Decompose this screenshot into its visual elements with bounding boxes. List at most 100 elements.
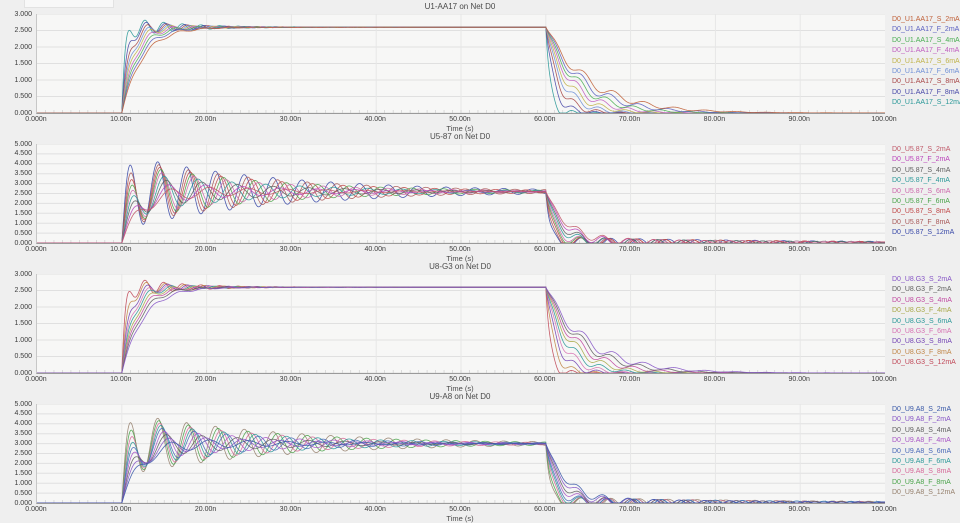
- y-tick-label: 3.000: [14, 10, 32, 18]
- waveform-trace[interactable]: [37, 184, 885, 243]
- legend-entry[interactable]: D0_U5.87_F_2mA: [892, 156, 950, 164]
- x-tick-label: 50.00n: [449, 506, 471, 513]
- chart-title: U1-AA17 on Net D0: [424, 2, 496, 11]
- y-tick-label: 1.000: [14, 336, 32, 344]
- waveform-svg: [37, 404, 885, 503]
- legend-entry[interactable]: D0_U9.A8_F_6mA: [892, 458, 951, 466]
- x-axis-title: Time (s): [446, 254, 474, 263]
- y-tick-label: 4.500: [14, 410, 32, 418]
- y-tick-label: 2.000: [14, 199, 32, 207]
- y-tick-label: 2.500: [14, 450, 32, 457]
- y-tick-label: 5.000: [14, 400, 32, 408]
- legend-entry[interactable]: D0_U8.G3_S_6mA: [892, 317, 952, 325]
- x-tick-label: 80.00n: [703, 116, 726, 123]
- y-tick-label: 4.000: [14, 420, 32, 428]
- legend-entry[interactable]: D0_U5.87_F_8mA: [892, 218, 950, 226]
- x-tick-label: 70.00n: [618, 246, 641, 253]
- x-tick-label: 90.00n: [788, 506, 810, 513]
- legend-entry[interactable]: D0_U9.A8_S_12mA: [892, 489, 956, 497]
- legend-entry[interactable]: D0_U5.87_F_4mA: [892, 177, 950, 185]
- legend-entry[interactable]: D0_U8.G3_S_4mA: [892, 296, 952, 304]
- legend-entry[interactable]: D0_U9.A8_S_2mA: [892, 406, 952, 413]
- y-tick-label: 1.500: [14, 469, 32, 477]
- plot-area[interactable]: [36, 404, 885, 504]
- legend-entry[interactable]: D0_U5.87_S_8mA: [892, 208, 951, 216]
- y-tick-label: 4.000: [14, 160, 32, 168]
- x-tick-label: 80.00n: [703, 506, 726, 513]
- plot-area[interactable]: [36, 274, 885, 374]
- x-tick-label: 10.00n: [110, 116, 132, 123]
- legend: D0_U5.87_S_2mA D0_U5.87_F_2mA D0_U5.87_S_4…: [892, 145, 960, 239]
- waveform-trace[interactable]: [37, 186, 885, 243]
- legend-entry[interactable]: D0_U9.A8_S_4mA: [892, 426, 952, 434]
- legend-entry[interactable]: D0_U8.G3_F_8mA: [892, 348, 952, 356]
- x-tick-label: 100.00n: [871, 376, 897, 383]
- x-tick-label: 40.00n: [364, 506, 386, 513]
- legend-entry[interactable]: D0_U9.A8_F_4mA: [892, 437, 951, 445]
- x-tick-label: 100.00n: [871, 246, 897, 253]
- legend-entry[interactable]: D0_U5.87_S_4mA: [892, 166, 951, 174]
- y-tick-label: 0.000: [14, 499, 32, 507]
- legend-entry[interactable]: D0_U9.A8_S_8mA: [892, 468, 952, 476]
- y-tick-label: 0.500: [14, 93, 32, 100]
- legend-entry[interactable]: D0_U1.AA17_F_4mA: [892, 47, 960, 55]
- legend-entry[interactable]: D0_U5.87_F_6mA: [892, 198, 950, 206]
- x-tick-label: 50.00n: [449, 116, 471, 123]
- y-tick-label: 3.000: [14, 440, 32, 448]
- x-tick-label: 0.000n: [25, 246, 47, 253]
- waveform-trace[interactable]: [37, 439, 885, 503]
- x-tick-label: 50.00n: [449, 246, 471, 253]
- legend-entry[interactable]: D0_U1.AA17_S_2mA: [892, 16, 960, 23]
- legend-entry[interactable]: D0_U8.G3_S_12mA: [892, 359, 956, 367]
- y-tick-label: 1.500: [14, 209, 32, 217]
- x-tick-label: 20.00n: [194, 246, 217, 253]
- legend-entry[interactable]: D0_U1.AA17_F_6mA: [892, 68, 960, 76]
- legend-entry[interactable]: D0_U1.AA17_F_8mA: [892, 88, 960, 96]
- x-tick-label: 30.00n: [279, 376, 302, 383]
- legend-entry[interactable]: D0_U8.G3_F_2mA: [892, 286, 952, 294]
- waveform-trace[interactable]: [37, 286, 885, 373]
- x-tick-label: 70.00n: [618, 116, 641, 123]
- legend-entry[interactable]: D0_U9.A8_F_2mA: [892, 416, 951, 424]
- y-tick-label: 0.500: [14, 489, 32, 497]
- legend-entry[interactable]: D0_U1.AA17_S_4mA: [892, 36, 960, 44]
- x-tick-label: 0.000n: [25, 506, 47, 513]
- x-tick-label: 100.00n: [871, 506, 897, 513]
- y-tick-label: 0.500: [14, 229, 32, 237]
- y-tick-label: 0.500: [14, 353, 32, 360]
- x-tick-label: 10.00n: [110, 246, 132, 253]
- legend-entry[interactable]: D0_U8.G3_F_4mA: [892, 307, 952, 315]
- plot-area[interactable]: [36, 14, 885, 114]
- legend-entry[interactable]: D0_U1.AA17_S_8mA: [892, 78, 960, 86]
- legend-entry[interactable]: D0_U8.G3_S_2mA: [892, 276, 952, 283]
- y-tick-label: 5.000: [14, 140, 32, 148]
- x-tick-label: 70.00n: [618, 376, 641, 383]
- x-tick-label: 30.00n: [279, 116, 302, 123]
- x-tick-label: 80.00n: [703, 246, 726, 253]
- y-tick-label: 2.000: [14, 303, 32, 311]
- y-tick-label: 0.000: [14, 369, 32, 377]
- y-tick-label: 1.000: [14, 219, 32, 227]
- legend-entry[interactable]: D0_U1.AA17_S_12mA: [892, 99, 960, 107]
- x-tick-label: 40.00n: [364, 376, 386, 383]
- plot-area[interactable]: [36, 144, 885, 244]
- legend-entry[interactable]: D0_U1.AA17_F_2mA: [892, 26, 960, 34]
- waveform-trace[interactable]: [37, 437, 885, 503]
- window-edge-fragment: [24, 0, 114, 8]
- legend-entry[interactable]: D0_U9.A8_F_8mA: [892, 478, 951, 486]
- legend-entry[interactable]: D0_U5.87_S_12mA: [892, 229, 955, 237]
- x-tick-label: 60.00n: [534, 506, 556, 513]
- legend-entry[interactable]: D0_U1.AA17_S_6mA: [892, 57, 960, 65]
- x-tick-label: 20.00n: [194, 506, 217, 513]
- waveform-panel: U8-G3 on Net D0 3.000 2.500 2.000 1.500 1.00…: [0, 260, 960, 393]
- y-tick-label: 3.000: [14, 180, 32, 188]
- legend-entry[interactable]: D0_U5.87_S_2mA: [892, 146, 951, 153]
- legend-entry[interactable]: D0_U5.87_S_6mA: [892, 187, 951, 195]
- legend-entry[interactable]: D0_U8.G3_F_6mA: [892, 328, 952, 336]
- waveform-trace[interactable]: [37, 26, 885, 113]
- legend-entry[interactable]: D0_U8.G3_S_8mA: [892, 338, 952, 346]
- legend-entry[interactable]: D0_U9.A8_S_6mA: [892, 447, 952, 455]
- y-tick-label: 2.000: [14, 43, 32, 51]
- chart-title: U9-A8 on Net D0: [429, 392, 491, 401]
- legend: D0_U9.A8_S_2mA D0_U9.A8_F_2mA D0_U9.A8_S_4…: [892, 405, 960, 499]
